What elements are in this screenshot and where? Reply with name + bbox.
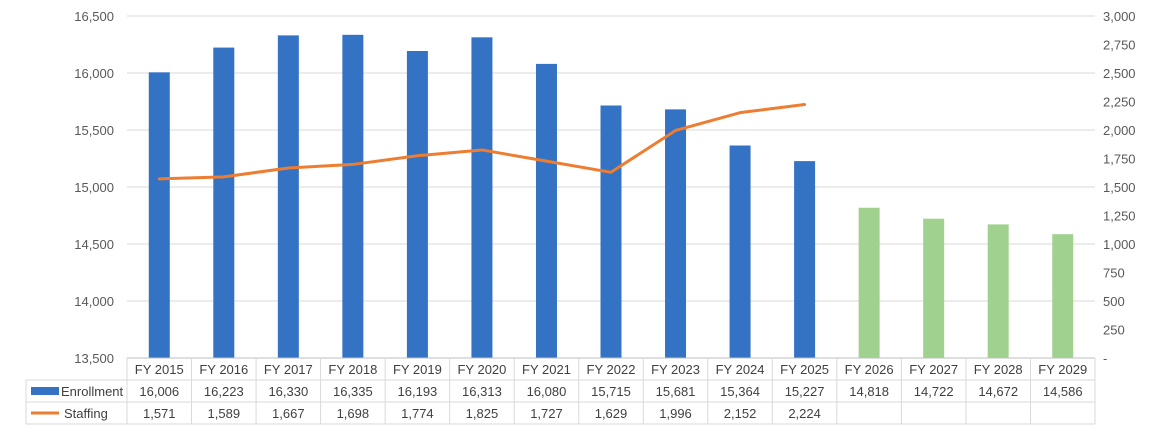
- category-label: FY 2020: [457, 362, 506, 377]
- right-tick-label: 1,500: [1103, 180, 1136, 195]
- staffing-series-name: Staffing: [64, 406, 108, 421]
- enrollment-data-label: 16,006: [139, 384, 179, 399]
- category-label: FY 2022: [587, 362, 636, 377]
- staffing-data-label: 1,825: [466, 406, 499, 421]
- left-tick-label: 15,000: [74, 180, 114, 195]
- staffing-data-label: 1,629: [595, 406, 628, 421]
- staffing-data-label: 1,996: [659, 406, 692, 421]
- enrollment-series-name: Enrollment: [61, 384, 124, 399]
- staffing-line: [157, 102, 807, 181]
- enrollment-data-label: 14,586: [1043, 384, 1083, 399]
- enrollment-bar: [277, 35, 299, 358]
- enrollment-data-label: 16,335: [333, 384, 373, 399]
- staffing-line-layer: [157, 102, 807, 181]
- enrollment-bar: [794, 161, 816, 358]
- staffing-data-label: 2,224: [788, 406, 821, 421]
- left-tick-label: 14,000: [74, 294, 114, 309]
- enrollment-data-label: 14,818: [849, 384, 889, 399]
- right-tick-label: -: [1103, 351, 1107, 366]
- category-label: FY 2019: [393, 362, 442, 377]
- category-label: FY 2028: [974, 362, 1023, 377]
- enrollment-data-label: 15,715: [591, 384, 631, 399]
- category-label: FY 2018: [328, 362, 377, 377]
- enrollment-bar: [213, 47, 235, 358]
- enrollment-data-label: 15,227: [785, 384, 825, 399]
- enrollment-data-label: 16,080: [527, 384, 567, 399]
- staffing-data-label: 1,667: [272, 406, 305, 421]
- staffing-data-label: 1,589: [208, 406, 241, 421]
- right-tick-label: 500: [1103, 294, 1125, 309]
- enrollment-data-label: 14,722: [914, 384, 954, 399]
- right-tick-label: 1,250: [1103, 209, 1136, 224]
- right-tick-label: 1,000: [1103, 237, 1136, 252]
- category-label: FY 2026: [845, 362, 894, 377]
- left-tick-label: 15,500: [74, 123, 114, 138]
- right-tick-label: 750: [1103, 266, 1125, 281]
- right-tick-label: 1,750: [1103, 152, 1136, 167]
- category-label: FY 2029: [1038, 362, 1087, 377]
- category-label: FY 2015: [135, 362, 184, 377]
- enrollment-bar: [406, 50, 428, 359]
- category-label: FY 2023: [651, 362, 700, 377]
- right-tick-label: 2,500: [1103, 66, 1136, 81]
- enrollment-bar: [665, 109, 687, 358]
- enrollment-bar: [923, 218, 945, 358]
- enrollment-bar: [729, 145, 751, 358]
- enrollment-bar: [535, 63, 557, 358]
- enrollment-bar: [148, 72, 170, 358]
- enrollment-bar: [471, 37, 493, 359]
- enrollment-bars: [148, 34, 1074, 359]
- staffing-data-label: 1,774: [401, 406, 434, 421]
- category-label: FY 2016: [199, 362, 248, 377]
- left-tick-label: 16,000: [74, 66, 114, 81]
- right-tick-label: 2,250: [1103, 95, 1136, 110]
- left-tick-label: 13,500: [74, 351, 114, 366]
- left-tick-label: 16,500: [74, 9, 114, 24]
- enrollment-legend-key: [31, 387, 59, 395]
- enrollment-data-label: 15,364: [720, 384, 760, 399]
- enrollment-data-label: 16,330: [268, 384, 308, 399]
- enrollment-data-label: 15,681: [656, 384, 696, 399]
- enrollment-bar: [600, 105, 622, 359]
- category-label: FY 2027: [909, 362, 958, 377]
- category-label: FY 2017: [264, 362, 313, 377]
- right-axis: - 250 500 750 1,000 1,250 1,500 1,750 2,000 2,250…: [1103, 9, 1136, 366]
- category-label: FY 2025: [780, 362, 829, 377]
- enrollment-data-label: 16,223: [204, 384, 244, 399]
- staffing-data-label: 1,698: [337, 406, 370, 421]
- enrollment-bar: [987, 224, 1009, 358]
- data-table: FY 2015 FY 2016 FY 2017 FY 2018 FY 2019 FY 20…: [25, 357, 1096, 425]
- staffing-data-label: 2,152: [724, 406, 757, 421]
- left-axis: 13,500 14,000 14,500 15,000 15,500 16,000 16,5…: [74, 9, 114, 366]
- right-tick-label: 2,000: [1103, 123, 1136, 138]
- left-tick-label: 14,500: [74, 237, 114, 252]
- enrollment-data-label: 16,313: [462, 384, 502, 399]
- enrollment-bar: [1052, 234, 1074, 358]
- category-label: FY 2021: [522, 362, 571, 377]
- category-label: FY 2024: [716, 362, 765, 377]
- enrollment-data-label: 16,193: [398, 384, 438, 399]
- enrollment-bar: [342, 34, 364, 359]
- right-tick-label: 250: [1103, 323, 1125, 338]
- enrollment-bar: [858, 207, 880, 358]
- right-tick-label: 3,000: [1103, 9, 1136, 24]
- right-tick-label: 2,750: [1103, 38, 1136, 53]
- enrollment-data-label: 14,672: [978, 384, 1018, 399]
- staffing-data-label: 1,727: [530, 406, 563, 421]
- staffing-data-label: 1,571: [143, 406, 176, 421]
